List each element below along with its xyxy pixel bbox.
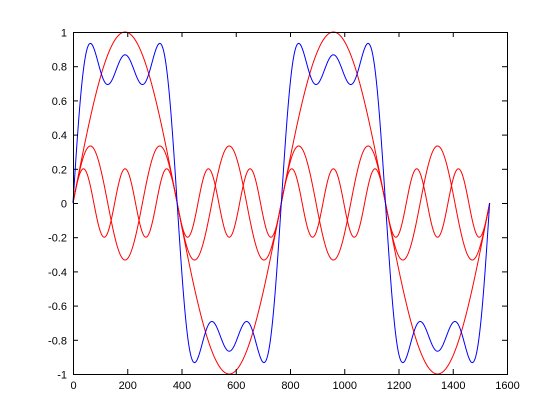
series-layer (72, 31, 491, 375)
x-tick-label: 1400 (441, 380, 465, 392)
axes-layer: 0 200 400 600 800 1000 1200 1400 1600 1 0.8 0.6 0.4 0… (48, 28, 520, 393)
x-tick-label: 800 (281, 380, 299, 392)
y-tick-label: -1 (57, 370, 67, 382)
y-tick-label: 0.8 (52, 62, 67, 74)
y-tick-label: -0.6 (48, 301, 67, 313)
x-tick-label: 1000 (333, 380, 357, 392)
y-tick-label: -0.2 (48, 233, 67, 245)
x-tick-label: 200 (119, 380, 137, 392)
y-tick-label: -0.8 (48, 335, 67, 347)
y-tick-label: 0.2 (52, 164, 67, 176)
y-tick-label: 0 (61, 199, 67, 211)
series-line-4 (72, 42, 491, 364)
x-tick-label: 0 (70, 380, 76, 392)
plot-frame (73, 32, 508, 375)
x-tick-label: 400 (173, 380, 191, 392)
y-tick-label: 0.4 (52, 130, 67, 142)
x-tick-label: 1600 (495, 380, 519, 392)
y-tick-label: 1 (61, 28, 67, 40)
x-tick-label: 600 (227, 380, 245, 392)
y-tick-label: 0.6 (52, 96, 67, 108)
y-tick-label: -0.4 (48, 267, 67, 279)
x-tick-label: 1200 (387, 380, 411, 392)
